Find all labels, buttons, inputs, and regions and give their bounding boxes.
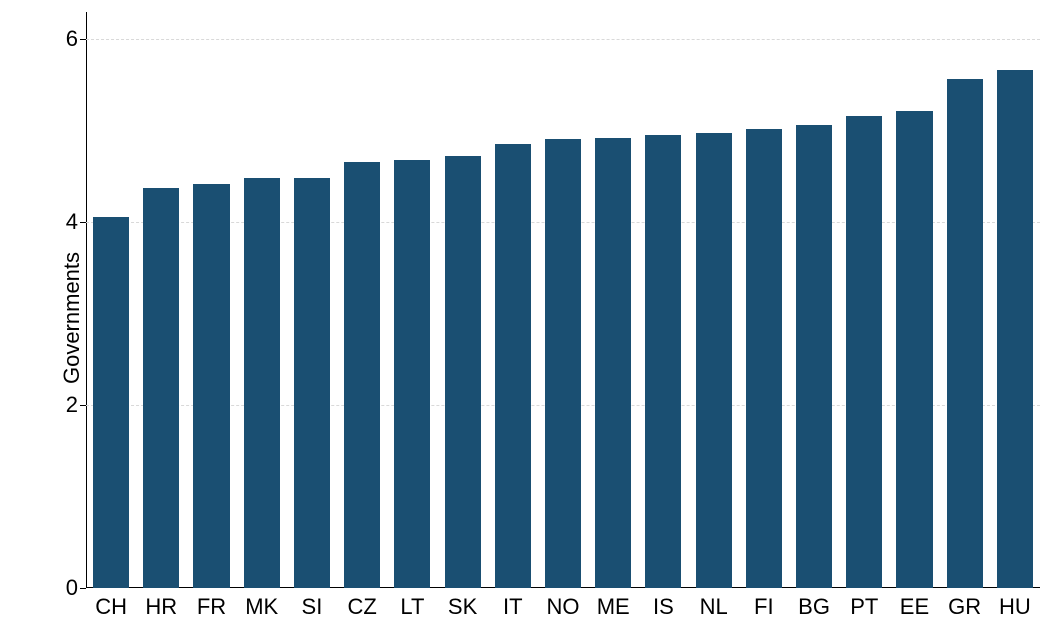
bar-PT (846, 116, 882, 588)
bar-GR (947, 79, 983, 588)
bar-BG (796, 125, 832, 588)
plot-area: 0246CHHRFRMKSICZLTSKITNOMEISNLFIBGPTEEGR… (86, 12, 1040, 588)
bar-HR (143, 188, 179, 588)
x-tick-label: SI (302, 594, 323, 620)
bar-CZ (344, 162, 380, 588)
y-axis-label: Governments (59, 252, 85, 384)
x-tick-label: IS (653, 594, 674, 620)
x-tick-label: BG (798, 594, 830, 620)
bar-SK (445, 156, 481, 588)
x-tick-label: FI (754, 594, 774, 620)
bar-HU (997, 70, 1033, 588)
x-tick-label: SK (448, 594, 477, 620)
bar-MK (244, 178, 280, 588)
y-tick-mark (80, 588, 86, 589)
x-tick-label: EE (900, 594, 929, 620)
y-tick-mark (80, 405, 86, 406)
x-tick-label: GR (948, 594, 981, 620)
x-tick-label: NO (547, 594, 580, 620)
y-tick-mark (80, 222, 86, 223)
bar-NL (696, 133, 732, 588)
bar-ME (595, 138, 631, 588)
x-tick-label: HR (145, 594, 177, 620)
bar-IT (495, 144, 531, 588)
x-tick-label: CZ (347, 594, 376, 620)
x-tick-label: PT (850, 594, 878, 620)
y-tick-label: 0 (66, 575, 78, 601)
bar-LT (394, 160, 430, 588)
x-tick-label: HU (999, 594, 1031, 620)
gridline (86, 39, 1040, 40)
x-tick-label: LT (400, 594, 424, 620)
bar-FI (746, 129, 782, 588)
bar-SI (294, 178, 330, 589)
y-tick-label: 2 (66, 392, 78, 418)
y-axis-line (86, 12, 87, 588)
bar-CH (93, 217, 129, 588)
x-tick-label: MK (245, 594, 278, 620)
governments-bar-chart: Governments 0246CHHRFRMKSICZLTSKITNOMEIS… (0, 0, 1060, 636)
bar-NO (545, 139, 581, 588)
x-tick-label: IT (503, 594, 523, 620)
y-tick-label: 6 (66, 26, 78, 52)
x-tick-label: NL (700, 594, 728, 620)
y-tick-label: 4 (66, 209, 78, 235)
x-tick-label: ME (597, 594, 630, 620)
x-tick-label: FR (197, 594, 226, 620)
bar-EE (896, 111, 932, 588)
x-tick-label: CH (95, 594, 127, 620)
y-tick-mark (80, 39, 86, 40)
bar-IS (645, 135, 681, 588)
bar-FR (193, 184, 229, 588)
